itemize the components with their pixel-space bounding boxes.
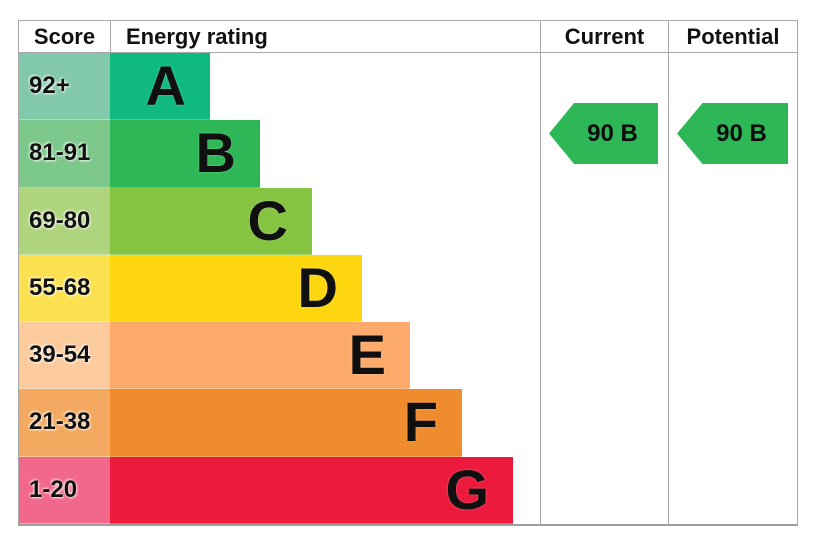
score-cell: 92+ — [19, 53, 110, 121]
band-row-e: 39-54 E — [19, 322, 797, 390]
header-potential: Potential — [686, 23, 780, 49]
score-cell: 69-80 — [19, 187, 110, 255]
band-row-a: 92+ A — [19, 53, 797, 121]
score-cell: 55-68 — [19, 254, 110, 323]
rating-bar: F — [110, 389, 462, 457]
potential-rating-arrow: 90 B — [677, 103, 788, 164]
header-score: Score — [19, 21, 111, 52]
score-cell: 21-38 — [19, 389, 110, 457]
rating-bar: G — [110, 456, 513, 524]
rating-bar: C — [110, 187, 312, 255]
potential-column-divider — [668, 53, 669, 524]
epc-table: Score Energy rating Current Potential 92… — [18, 20, 798, 526]
header-energy-rating: Energy rating — [111, 21, 541, 52]
score-cell: 1-20 — [19, 456, 110, 524]
score-cell: 81-91 — [19, 120, 110, 188]
band-row-f: 21-38 F — [19, 389, 797, 457]
current-column-divider — [540, 53, 541, 524]
current-rating-arrow: 90 B — [549, 103, 658, 164]
rating-bar: B — [110, 120, 260, 188]
band-row-b: 81-91 B — [19, 120, 797, 188]
band-row-c: 69-80 C — [19, 187, 797, 255]
rating-bar: E — [110, 322, 410, 390]
band-row-d: 55-68 D — [19, 254, 797, 323]
table-header-row: Score Energy rating Current Potential — [19, 21, 797, 53]
header-current: Current — [541, 21, 669, 52]
rating-bar: A — [110, 53, 210, 121]
band-row-g: 1-20 G — [19, 456, 797, 524]
score-cell: 39-54 — [19, 322, 110, 390]
rating-bands-area: 92+ A 81-91 B 69-80 C 55-68 D 39-54 E 21… — [19, 53, 797, 524]
rating-bar: D — [110, 254, 362, 323]
